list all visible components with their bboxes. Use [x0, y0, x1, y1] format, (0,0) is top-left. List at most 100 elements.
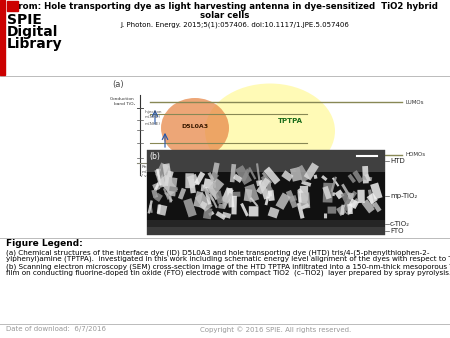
Bar: [221, 187, 234, 203]
Bar: [231, 196, 237, 214]
Bar: [233, 174, 243, 183]
Text: c-TiO₂: c-TiO₂: [390, 220, 410, 226]
Bar: [362, 175, 372, 181]
Ellipse shape: [205, 83, 335, 178]
Bar: [295, 165, 310, 183]
Bar: [361, 199, 375, 214]
Bar: [265, 192, 270, 206]
Bar: [185, 173, 194, 188]
Bar: [154, 193, 163, 202]
Text: Library: Library: [7, 37, 63, 51]
Bar: [297, 202, 305, 219]
Bar: [147, 150, 385, 235]
Text: Conduction
band TiO₂: Conduction band TiO₂: [110, 97, 135, 106]
Bar: [157, 204, 161, 214]
Bar: [301, 180, 311, 187]
Text: LUMOs: LUMOs: [405, 99, 423, 104]
Bar: [7, 1, 18, 11]
Bar: [169, 195, 172, 202]
Bar: [256, 163, 261, 181]
Bar: [268, 190, 274, 201]
Bar: [207, 172, 214, 181]
Bar: [256, 177, 270, 194]
Bar: [314, 174, 318, 179]
Bar: [215, 191, 223, 204]
Bar: [332, 177, 339, 187]
Bar: [201, 184, 204, 191]
Bar: [203, 178, 215, 189]
Bar: [261, 177, 269, 187]
Bar: [304, 163, 319, 180]
Bar: [324, 214, 327, 218]
Bar: [321, 175, 328, 181]
Bar: [348, 174, 356, 183]
Bar: [244, 189, 252, 201]
Bar: [216, 211, 226, 220]
Bar: [147, 227, 385, 235]
Bar: [258, 180, 270, 199]
Bar: [194, 171, 205, 185]
Text: TPTPA: TPTPA: [278, 118, 302, 124]
Bar: [195, 192, 213, 212]
Bar: [0, 0, 5, 75]
Bar: [346, 198, 359, 215]
Bar: [300, 186, 308, 200]
Bar: [152, 183, 160, 191]
Bar: [147, 172, 385, 220]
Text: Figure Legend:: Figure Legend:: [6, 239, 83, 248]
Bar: [147, 220, 385, 227]
Bar: [155, 163, 169, 179]
Bar: [340, 204, 345, 215]
Bar: [248, 167, 256, 179]
Bar: [335, 189, 345, 199]
Bar: [156, 169, 162, 186]
Bar: [233, 192, 240, 197]
Bar: [341, 192, 351, 207]
Text: Regeneration
m(SO₄): Regeneration m(SO₄): [142, 165, 171, 174]
Bar: [158, 167, 165, 179]
Text: Injection
m(NHE): Injection m(NHE): [145, 110, 162, 119]
Bar: [164, 192, 173, 202]
Bar: [223, 193, 232, 209]
Bar: [208, 211, 215, 216]
Bar: [249, 206, 258, 216]
Bar: [250, 197, 258, 207]
Bar: [148, 200, 153, 214]
Bar: [362, 166, 369, 184]
Bar: [264, 167, 280, 185]
Bar: [275, 193, 291, 210]
Bar: [212, 176, 216, 188]
Bar: [347, 192, 354, 200]
Bar: [183, 198, 197, 217]
Bar: [347, 204, 353, 214]
Bar: [341, 184, 352, 199]
Bar: [218, 203, 225, 209]
Bar: [344, 202, 354, 212]
Bar: [210, 172, 219, 181]
Bar: [357, 190, 365, 203]
Text: m(NHE): m(NHE): [145, 122, 161, 126]
Bar: [322, 186, 332, 199]
Bar: [240, 203, 249, 217]
Bar: [323, 183, 333, 203]
Bar: [364, 174, 371, 182]
Bar: [169, 186, 178, 192]
Bar: [157, 204, 167, 216]
Text: solar cells: solar cells: [200, 11, 250, 20]
Bar: [367, 193, 378, 204]
Bar: [147, 150, 385, 172]
Text: mp-TiO₂: mp-TiO₂: [390, 193, 417, 199]
Text: From: Hole transporting dye as light harvesting antenna in dye-sensitized  TiO2 : From: Hole transporting dye as light har…: [13, 2, 437, 11]
Bar: [348, 198, 359, 209]
Bar: [268, 207, 279, 218]
Bar: [204, 187, 211, 205]
Bar: [207, 178, 224, 197]
Bar: [289, 195, 297, 202]
Text: film on conducting fluorine-doped tin oxide (FTO) electrode with compact TiO2  (: film on conducting fluorine-doped tin ox…: [6, 270, 450, 276]
Bar: [178, 188, 186, 200]
Bar: [158, 175, 178, 195]
Bar: [194, 191, 203, 207]
Bar: [211, 162, 220, 183]
Text: HTD: HTD: [390, 158, 405, 164]
Bar: [167, 177, 177, 196]
